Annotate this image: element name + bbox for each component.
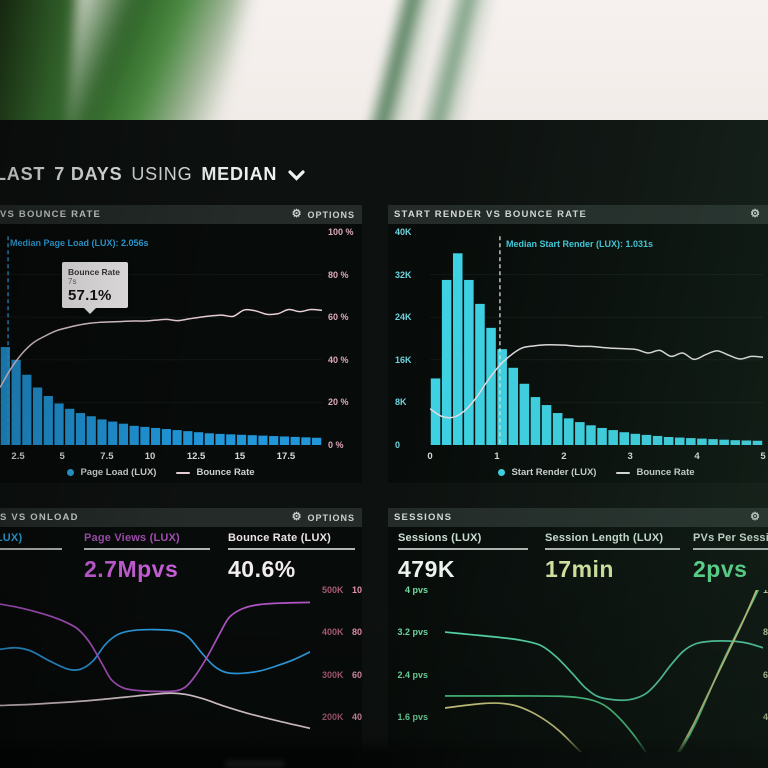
start-render-histogram[interactable]	[430, 232, 763, 445]
panel-title: VS BOUNCE RATE	[0, 209, 102, 220]
panel-header: SESSIONS ⚙	[388, 508, 768, 527]
metric-label: Bounce Rate (LUX)	[228, 532, 332, 544]
panel-title: START RENDER VS BOUNCE RATE	[394, 209, 588, 220]
metric-sessions: Sessions (LUX) 479K	[398, 532, 528, 583]
gear-icon: ⚙	[291, 511, 303, 523]
y-axis-pvs-per-session: 4 pvs 3.2 pvs 2.4 pvs 1.6 pvs	[397, 585, 428, 723]
median-start-render-annotation: Median Start Render (LUX): 1.031s	[506, 239, 654, 249]
metric-value: 17min	[545, 556, 614, 582]
metric-label: Page Views (LUX)	[84, 532, 180, 544]
gear-icon: ⚙	[750, 208, 761, 220]
bezel-logo	[225, 761, 285, 767]
sessions-trend-lines[interactable]	[445, 590, 763, 755]
metric-label: PVs Per Session	[693, 532, 768, 544]
chevron-down-icon	[288, 170, 305, 181]
metric-bounce-rate: Bounce Rate (LUX) 40.6%	[228, 532, 355, 583]
metric-value: 40.6%	[228, 556, 296, 582]
tooltip-period: 7s	[68, 277, 77, 286]
metric-underline	[84, 548, 210, 550]
x-axis-page-load-seconds: 2.5 5 7.5 10 12.5 15 17.5	[11, 451, 296, 462]
options-button[interactable]: ⚙ OPTIONS	[292, 512, 355, 523]
page-load-histogram[interactable]	[0, 232, 322, 445]
panel-start-render-vs-bounce-rate: START RENDER VS BOUNCE RATE ⚙ Median Sta…	[388, 205, 768, 483]
metric-value: 2pvs	[693, 556, 748, 582]
tooltip-value: 57.1%	[68, 287, 112, 304]
y-axis-page-views: 500K 400K 300K 200K	[322, 585, 344, 723]
chart-legend: Page Load (LUX) Bounce Rate	[0, 467, 322, 478]
plant-leaf	[36, 0, 249, 122]
plant-leaf	[314, 0, 566, 122]
y-axis-bounce-rate: 100 % 80 % 60 % 40 % 20 % 0 %	[328, 227, 354, 450]
metric-underline	[398, 548, 528, 550]
panel-header: S VS ONLOAD ⚙ OPTIONS	[0, 508, 362, 527]
panel-vs-onload: S VS ONLOAD ⚙ OPTIONS (LUX) Page Views (…	[0, 508, 362, 768]
metric-session-length: Session Length (LUX) 17min	[545, 532, 680, 583]
date-range-days: 7 DAYS	[54, 164, 123, 184]
options-button[interactable]: ⚙	[750, 512, 761, 523]
y-axis-bounce-rate-pct: 100%80%60%40%	[352, 585, 362, 723]
metric-onload: (LUX)	[0, 532, 62, 582]
monitor-screen: LAST 7 DAYS USING MEDIAN VS BOUNCE RATE …	[0, 120, 768, 768]
date-range-using: USING	[131, 164, 193, 184]
metric-value: 479K	[398, 556, 455, 582]
metric-underline	[0, 548, 62, 550]
metric-value: 2.7Mpvs	[84, 556, 179, 582]
metric-pvs-per-session: PVs Per Session 2pvs	[693, 532, 768, 583]
onload-trend-lines[interactable]	[0, 590, 310, 755]
panel-header: VS BOUNCE RATE ⚙ OPTIONS	[0, 205, 362, 224]
gear-icon: ⚙	[750, 511, 761, 523]
date-range-median: MEDIAN	[201, 164, 278, 184]
median-page-load-annotation: Median Page Load (LUX): 2.056s	[10, 238, 149, 248]
y-axis-sessions-count: 40K 32K 24K 16K 8K 0	[395, 227, 412, 450]
date-range-dropdown[interactable]: LAST 7 DAYS USING MEDIAN	[0, 164, 305, 185]
metric-underline	[693, 548, 768, 550]
metric-underline	[545, 548, 680, 550]
background-sky	[0, 0, 768, 122]
metric-label: (LUX)	[0, 532, 23, 544]
options-button[interactable]: ⚙ OPTIONS	[292, 209, 355, 220]
gear-icon: ⚙	[291, 208, 303, 220]
date-range-last: LAST	[0, 164, 46, 184]
options-label: OPTIONS	[307, 209, 355, 220]
laptop-bezel	[0, 752, 768, 768]
panel-header: START RENDER VS BOUNCE RATE ⚙	[388, 205, 768, 224]
panel-title: S VS ONLOAD	[0, 512, 79, 523]
metric-label: Session Length (LUX)	[545, 532, 664, 544]
panel-title: SESSIONS	[394, 512, 453, 523]
chart-legend: Start Render (LUX) Bounce Rate	[430, 467, 763, 478]
metric-value	[0, 556, 62, 582]
panel-page-load-vs-bounce-rate: VS BOUNCE RATE ⚙ OPTIONS Median Page Loa…	[0, 205, 362, 483]
tooltip-label: Bounce Rate	[68, 267, 120, 277]
panel-sessions: SESSIONS ⚙ Sessions (LUX) 479K Session L…	[388, 508, 768, 768]
metric-page-views: Page Views (LUX) 2.7Mpvs	[84, 532, 210, 583]
metric-label: Sessions (LUX)	[398, 532, 482, 544]
bounce-rate-tooltip: Bounce Rate 7s 57.1%	[62, 262, 128, 314]
options-button[interactable]: ⚙	[750, 209, 761, 220]
metric-underline	[228, 548, 355, 550]
options-label: OPTIONS	[307, 512, 355, 523]
